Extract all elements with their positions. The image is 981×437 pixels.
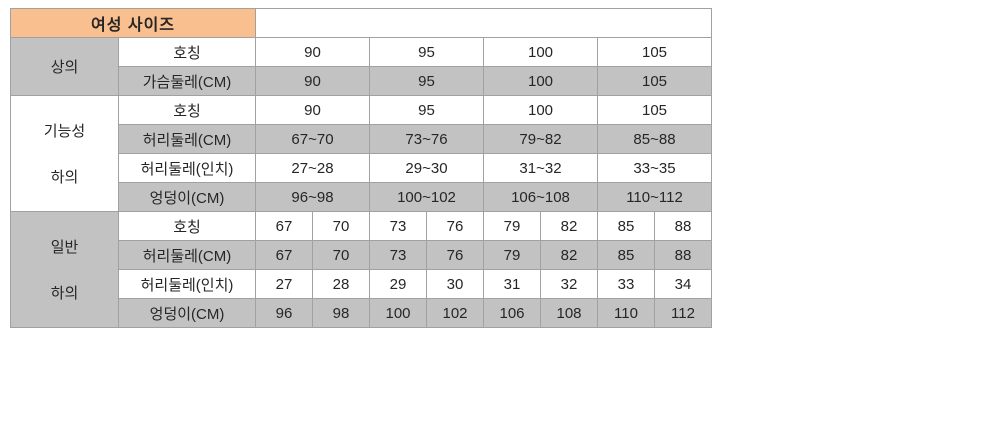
value-cell: 73 [369, 240, 427, 270]
table-row: 허리둘레(인치) 27~28 29~30 31~32 33~35 [11, 153, 712, 183]
group-label-lines: 기능성 하의 [12, 120, 118, 187]
group-label-line: 일반 [50, 239, 79, 256]
value-cell: 100 [483, 95, 598, 125]
value-cell: 98 [312, 298, 370, 328]
value-cell: 90 [255, 37, 370, 67]
row-label: 호칭 [118, 211, 256, 241]
value-cell: 31 [483, 269, 541, 299]
value-cell: 79~82 [483, 124, 598, 154]
value-cell: 27~28 [255, 153, 370, 183]
table-row: 엉덩이(CM) 96 98 100 102 106 108 110 112 [11, 298, 712, 328]
value-cell: 100 [483, 66, 598, 96]
value-cell: 106 [483, 298, 541, 328]
value-cell: 96~98 [255, 182, 370, 212]
value-cell: 33~35 [597, 153, 712, 183]
value-cell: 95 [369, 66, 484, 96]
value-cell: 85~88 [597, 124, 712, 154]
table-row: 가슴둘레(CM) 90 95 100 105 [11, 66, 712, 96]
value-cell: 110~112 [597, 182, 712, 212]
value-cell: 88 [654, 211, 712, 241]
group-cell-regular-bottoms: 일반 하의 [10, 211, 119, 328]
value-cell: 70 [312, 240, 370, 270]
value-cell: 100 [483, 37, 598, 67]
value-cell: 96 [255, 298, 313, 328]
value-cell: 100~102 [369, 182, 484, 212]
value-cell: 105 [597, 95, 712, 125]
value-cell: 90 [255, 95, 370, 125]
value-cell: 79 [483, 240, 541, 270]
table-row: 엉덩이(CM) 96~98 100~102 106~108 110~112 [11, 182, 712, 212]
table-row: 허리둘레(CM) 67 70 73 76 79 82 85 88 [11, 240, 712, 270]
group-cell-functional-bottoms: 기능성 하의 [10, 95, 119, 212]
row-label: 엉덩이(CM) [118, 298, 256, 328]
row-label: 허리둘레(CM) [118, 124, 256, 154]
value-cell: 105 [597, 66, 712, 96]
group-label-line: 하의 [50, 285, 79, 302]
value-cell: 105 [597, 37, 712, 67]
row-label: 호칭 [118, 95, 256, 125]
value-cell: 85 [597, 240, 655, 270]
value-cell: 30 [426, 269, 484, 299]
row-label: 가슴둘레(CM) [118, 66, 256, 96]
group-label-line: 기능성 [43, 123, 86, 140]
group-label-line: 하의 [50, 169, 79, 186]
value-cell: 70 [312, 211, 370, 241]
table-row: 일반 하의 호칭 67 70 73 76 79 82 85 88 [10, 211, 712, 328]
value-cell: 95 [369, 95, 484, 125]
value-cell: 33 [597, 269, 655, 299]
table-title: 여성 사이즈 [10, 8, 256, 38]
value-cell: 73~76 [369, 124, 484, 154]
value-cell: 79 [483, 211, 541, 241]
value-cell: 67~70 [255, 124, 370, 154]
value-cell: 67 [255, 240, 313, 270]
value-cell: 29 [369, 269, 427, 299]
value-cell: 90 [255, 66, 370, 96]
value-cell: 112 [654, 298, 712, 328]
row-label: 허리둘레(CM) [118, 240, 256, 270]
value-cell: 76 [426, 240, 484, 270]
table-row: 상의 호칭 90 95 100 105 [10, 37, 712, 96]
row-label: 엉덩이(CM) [118, 182, 256, 212]
value-cell: 32 [540, 269, 598, 299]
value-cell: 110 [597, 298, 655, 328]
table-row: 기능성 하의 호칭 90 95 100 105 [10, 95, 712, 212]
value-cell: 31~32 [483, 153, 598, 183]
value-cell: 29~30 [369, 153, 484, 183]
header-spacer [255, 8, 712, 38]
value-cell: 28 [312, 269, 370, 299]
value-cell: 85 [597, 211, 655, 241]
row-label: 허리둘레(인치) [118, 153, 256, 183]
value-cell: 95 [369, 37, 484, 67]
value-cell: 34 [654, 269, 712, 299]
value-cell: 73 [369, 211, 427, 241]
value-cell: 106~108 [483, 182, 598, 212]
value-cell: 27 [255, 269, 313, 299]
table-row: 허리둘레(CM) 67~70 73~76 79~82 85~88 [11, 124, 712, 154]
value-cell: 82 [540, 240, 598, 270]
row-label: 호칭 [118, 37, 256, 67]
women-size-table: 여성 사이즈 상의 호칭 90 95 100 105 가슴둘레(CM) 90 9… [10, 8, 712, 328]
table-row: 허리둘레(인치) 27 28 29 30 31 32 33 34 [11, 269, 712, 299]
value-cell: 67 [255, 211, 313, 241]
value-cell: 76 [426, 211, 484, 241]
row-label: 허리둘레(인치) [118, 269, 256, 299]
value-cell: 100 [369, 298, 427, 328]
value-cell: 102 [426, 298, 484, 328]
group-cell-tops: 상의 [10, 37, 119, 96]
value-cell: 88 [654, 240, 712, 270]
header-row: 여성 사이즈 [10, 8, 712, 38]
value-cell: 82 [540, 211, 598, 241]
value-cell: 108 [540, 298, 598, 328]
group-label-lines: 일반 하의 [12, 236, 118, 303]
